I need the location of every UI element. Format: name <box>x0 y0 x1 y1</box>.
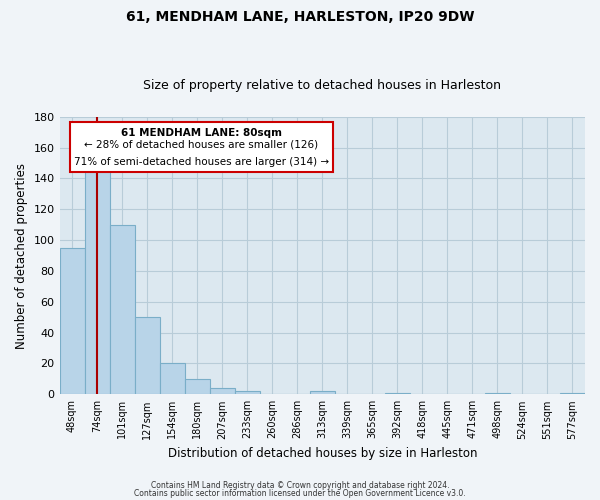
Bar <box>485 393 510 394</box>
Bar <box>560 393 585 394</box>
Text: 71% of semi-detached houses are larger (314) →: 71% of semi-detached houses are larger (… <box>74 158 329 168</box>
Bar <box>85 163 110 394</box>
Text: 61, MENDHAM LANE, HARLESTON, IP20 9DW: 61, MENDHAM LANE, HARLESTON, IP20 9DW <box>126 10 474 24</box>
Bar <box>385 393 410 394</box>
Bar <box>110 224 134 394</box>
Bar <box>185 379 209 394</box>
Bar <box>209 388 235 394</box>
Text: ← 28% of detached houses are smaller (126): ← 28% of detached houses are smaller (12… <box>85 140 319 150</box>
Text: 61 MENDHAM LANE: 80sqm: 61 MENDHAM LANE: 80sqm <box>121 128 282 138</box>
X-axis label: Distribution of detached houses by size in Harleston: Distribution of detached houses by size … <box>167 447 477 460</box>
Bar <box>160 364 185 394</box>
Bar <box>59 248 85 394</box>
Text: Contains HM Land Registry data © Crown copyright and database right 2024.: Contains HM Land Registry data © Crown c… <box>151 481 449 490</box>
FancyBboxPatch shape <box>70 122 333 172</box>
Title: Size of property relative to detached houses in Harleston: Size of property relative to detached ho… <box>143 79 501 92</box>
Bar <box>134 317 160 394</box>
Bar <box>235 391 260 394</box>
Y-axis label: Number of detached properties: Number of detached properties <box>15 162 28 348</box>
Bar <box>310 391 335 394</box>
Text: Contains public sector information licensed under the Open Government Licence v3: Contains public sector information licen… <box>134 488 466 498</box>
